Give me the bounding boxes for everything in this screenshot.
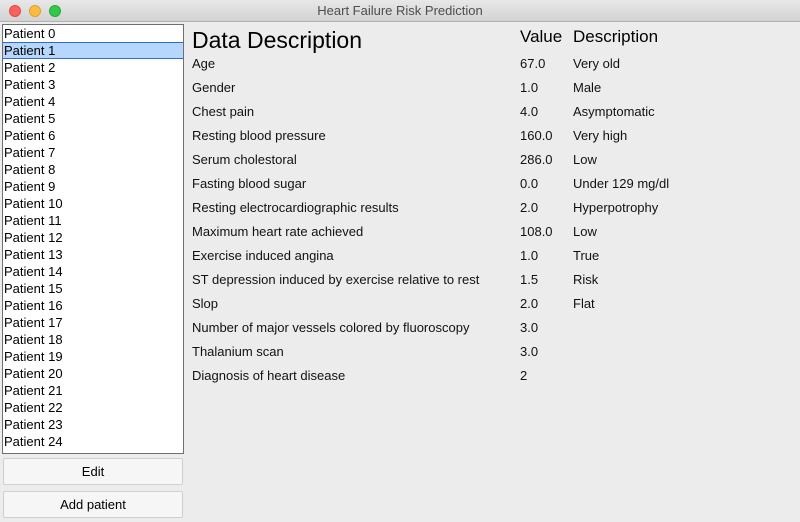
patient-list-item[interactable]: Patient 1 [3,42,183,59]
patient-list-item[interactable]: Patient 4 [4,94,56,109]
patient-list-item[interactable]: Patient 3 [4,77,56,92]
row-description: Low [573,224,597,239]
patient-list[interactable]: Patient 0 Patient 1 Patient 2 Patient 3 Pati… [2,24,184,454]
patient-list-item[interactable]: Patient 11 [4,213,62,228]
row-value: 0.0 [520,176,539,191]
row-label: Thalanium scan [192,344,284,359]
edit-button[interactable]: Edit [3,458,183,485]
row-label: Gender [192,80,236,95]
data-description-heading: Data Description [192,27,363,53]
row-description: Asymptomatic [573,104,655,119]
row-value: 108.0 [520,224,553,239]
row-description: Risk [573,272,599,287]
row-description: Low [573,152,597,167]
patient-list-item[interactable]: Patient 19 [4,349,63,364]
patient-list-item[interactable]: Patient 16 [4,298,63,313]
row-value: 4.0 [520,104,539,119]
patient-list-item[interactable]: Patient 17 [4,315,63,330]
row-description: Male [573,80,602,95]
patient-list-item[interactable]: Patient 18 [4,332,63,347]
patient-list-item[interactable]: Patient 20 [4,366,63,381]
description-column-header: Description [573,27,659,46]
patient-list-item[interactable]: Patient 10 [4,196,63,211]
patient-list-item[interactable]: Patient 22 [4,400,63,415]
patient-list-item[interactable]: Patient 9 [4,179,56,194]
minimize-window-button[interactable] [29,5,41,17]
row-value: 1.5 [520,272,539,287]
row-description: Very high [573,128,628,143]
title-bar: Heart Failure Risk Prediction [0,0,800,22]
window-title: Heart Failure Risk Prediction [317,3,483,18]
row-value: 3.0 [520,344,539,359]
row-description: Hyperpotrophy [573,200,659,215]
row-label: Diagnosis of heart disease [192,368,346,383]
patient-list-item[interactable]: Patient 23 [4,417,63,432]
row-value: 286.0 [520,152,553,167]
row-value: 3.0 [520,320,539,335]
patient-list-item[interactable]: Patient 0 [4,26,56,41]
add-patient-button[interactable]: Add patient [3,491,183,518]
patient-list-item[interactable]: Patient 2 [4,60,56,75]
row-label: Resting electrocardiographic results [192,200,399,215]
row-label: Fasting blood sugar [192,176,307,191]
row-label: Maximum heart rate achieved [192,224,364,239]
row-description: Flat [573,296,595,311]
row-label: Serum cholestoral [192,152,297,167]
row-description: True [573,248,600,263]
row-value: 2 [520,368,528,383]
row-label: Exercise induced angina [192,248,334,263]
row-value: 2.0 [520,296,539,311]
patient-list-item[interactable]: Patient 24 [4,434,63,449]
row-value: 160.0 [520,128,553,143]
patient-list-item[interactable]: Patient 21 [4,383,63,398]
row-label: Number of major vessels colored by fluor… [192,320,470,335]
row-label: Age [192,56,216,71]
value-column-header: Value [520,27,563,46]
row-label: ST depression induced by exercise relati… [192,272,480,287]
row-value: 1.0 [520,248,539,263]
close-window-button[interactable] [9,5,21,17]
row-description: Under 129 mg/dl [573,176,670,191]
row-label: Chest pain [192,104,255,119]
patient-list-item[interactable]: Patient 13 [4,247,63,262]
patient-list-item[interactable]: Patient 5 [4,111,56,126]
row-description: Very old [573,56,620,71]
row-label: Resting blood pressure [192,128,326,143]
row-value: 2.0 [520,200,539,215]
row-label: Slop [192,296,219,311]
patient-list-item[interactable]: Patient 8 [4,162,56,177]
row-value: 1.0 [520,80,539,95]
patient-list-item[interactable]: Patient 6 [4,128,56,143]
maximize-window-button[interactable] [49,5,61,17]
patient-list-item[interactable]: Patient 12 [4,230,63,245]
patient-list-item[interactable]: Patient 14 [4,264,63,279]
patient-list-item[interactable]: Patient 15 [4,281,63,296]
patient-list-item[interactable]: Patient 7 [4,145,56,160]
row-value: 67.0 [520,56,546,71]
